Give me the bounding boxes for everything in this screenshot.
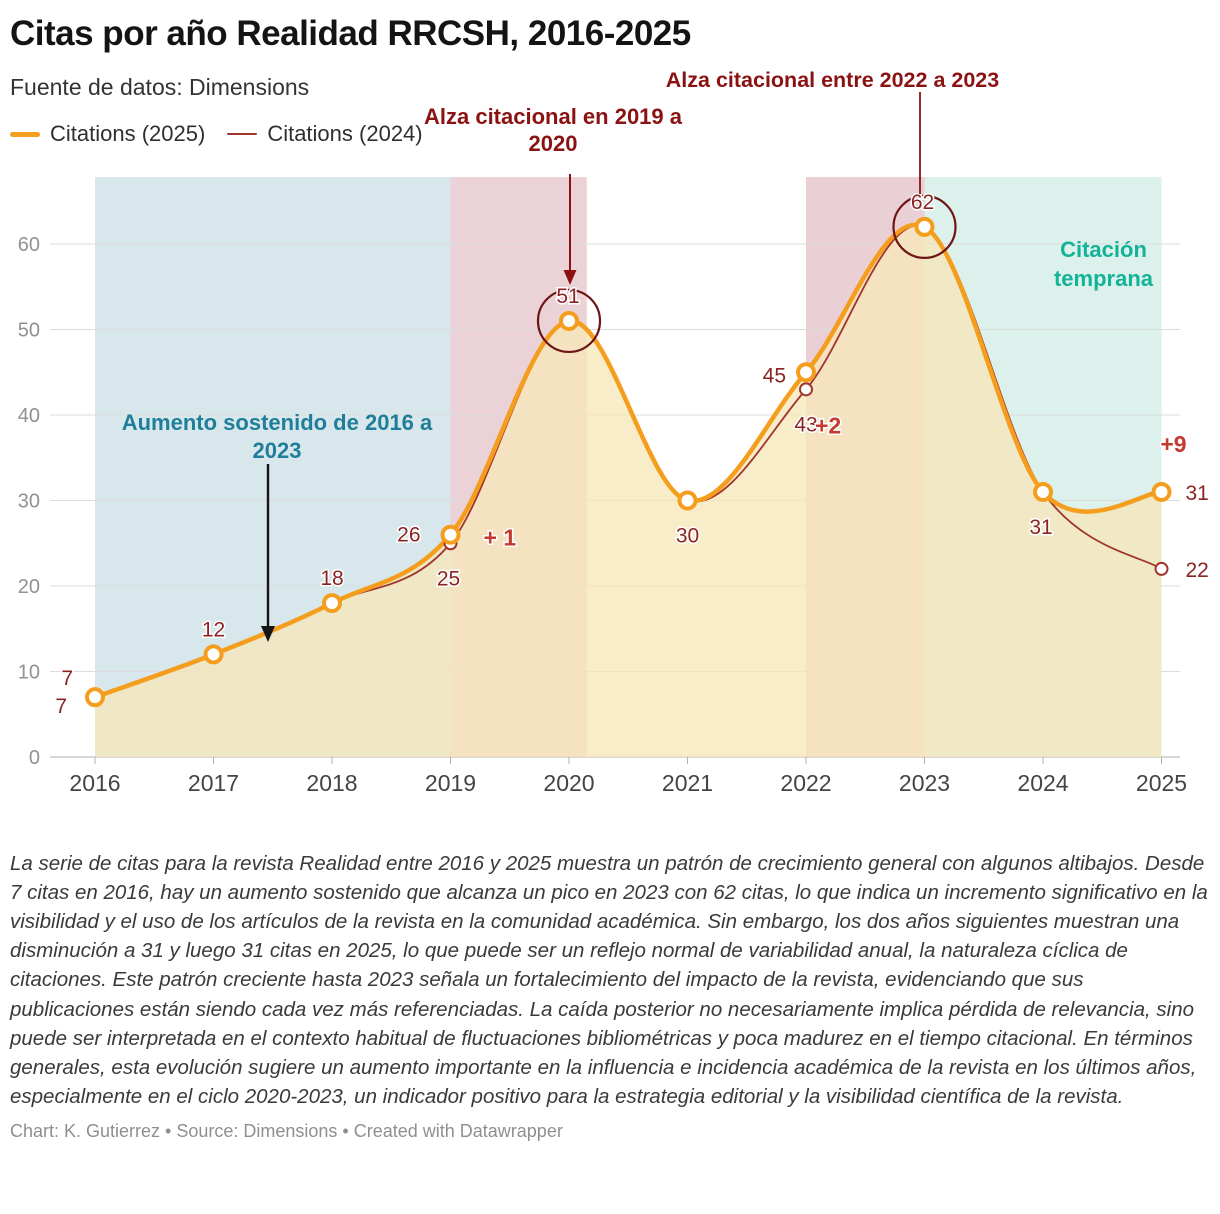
chart-card: Citas por año Realidad RRCSH, 2016-2025 … [0,14,1220,1141]
svg-text:30: 30 [18,491,40,513]
svg-text:2018: 2018 [306,770,357,796]
legend-label-2024: Citations (2024) [267,121,423,146]
annotation-rise-2019-2020: Alza citacional en 2019 a 2020 [423,104,683,156]
svg-text:60: 60 [18,234,40,256]
svg-text:+9: +9 [1160,431,1186,457]
svg-text:7: 7 [55,695,67,718]
svg-text:25: 25 [437,567,460,590]
svg-text:2023: 2023 [899,770,950,796]
svg-text:2017: 2017 [188,770,239,796]
svg-text:2024: 2024 [1017,770,1068,796]
svg-text:+ 1: + 1 [484,525,517,551]
svg-text:12: 12 [202,618,225,641]
legend-swatch-2025-icon [10,131,40,137]
svg-text:26: 26 [397,524,420,547]
chart-area: 0 10 20 30 40 50 60 2016 2017 2018 2019 2020 2021 202… [0,68,1220,804]
svg-text:7: 7 [61,667,73,690]
svg-text:2021: 2021 [662,770,713,796]
legend-item-citations-2024: Citations (2024) [227,121,423,147]
svg-text:51: 51 [556,285,579,308]
legend-label-2025: Citations (2025) [50,121,206,146]
svg-text:45: 45 [763,364,786,387]
legend: Citations (2025) Citations (2024) [10,121,423,147]
svg-text:20: 20 [18,576,40,598]
svg-text:62: 62 [911,191,934,214]
svg-text:0: 0 [29,747,40,769]
annotation-sustained-growth: Aumento sostenido de 2016 a 2023 [121,410,433,463]
svg-text:+2: +2 [815,412,841,438]
svg-text:10: 10 [18,662,40,684]
chart-subtitle: Fuente de datos: Dimensions [10,74,310,100]
svg-text:2025: 2025 [1136,770,1187,796]
svg-text:50: 50 [18,320,40,342]
svg-text:2020: 2020 [543,770,594,796]
svg-text:2022: 2022 [780,770,831,796]
line-chart-svg: 0 10 20 30 40 50 60 2016 2017 2018 2019 2020 2021 202… [18,92,1210,796]
legend-swatch-2024-icon [227,133,258,135]
svg-text:2019: 2019 [425,770,476,796]
legend-item-citations-2025: Citations (2025) [10,121,205,147]
svg-text:40: 40 [18,405,40,427]
chart-description: La serie de citas para la revista Realid… [10,852,1208,1108]
svg-text:30: 30 [676,525,699,548]
annotation-early-citation: Citación temprana [1053,237,1154,291]
svg-text:22: 22 [1186,559,1209,582]
svg-text:18: 18 [320,567,343,590]
svg-text:2016: 2016 [69,770,120,796]
chart-title: Citas por año Realidad RRCSH, 2016-2025 [10,14,691,53]
svg-text:31: 31 [1186,482,1209,505]
svg-text:43: 43 [794,413,817,436]
chart-footer: Chart: K. Gutierrez • Source: Dimensions… [10,1120,563,1141]
svg-text:31: 31 [1029,516,1052,539]
annotation-rise-2022-2023: Alza citacional entre 2022 a 2023 [665,68,1000,92]
